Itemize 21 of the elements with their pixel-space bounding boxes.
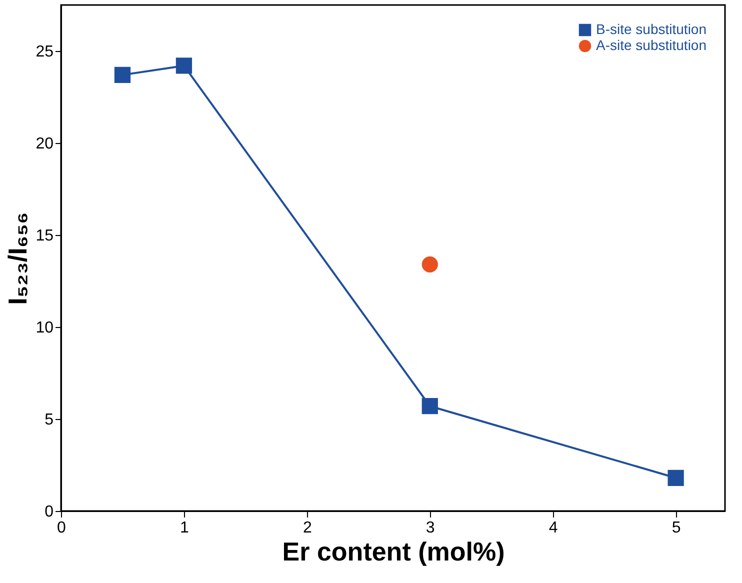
x-tick-label: 3	[426, 520, 435, 536]
x-tick-label: 0	[57, 520, 66, 536]
point	[176, 58, 192, 74]
y-tick-label: 20	[36, 136, 54, 152]
y-tick-label: 25	[36, 44, 54, 60]
y-tick-label: 5	[44, 412, 54, 428]
x-axis-title: Er content (mol%)	[282, 536, 505, 566]
x-tick-label: 2	[302, 520, 312, 536]
y-tick-label: 15	[36, 228, 54, 244]
legend-label: B-site substitution	[596, 21, 706, 37]
y-axis-title: I₅₂₃/I₆₅₆	[2, 212, 33, 305]
point	[422, 256, 438, 272]
y-tick-label: 10	[36, 320, 54, 336]
point	[668, 470, 684, 486]
legend-label: A-site substitution	[596, 37, 706, 53]
y-tick-label: 0	[44, 504, 54, 520]
x-tick-label: 1	[180, 520, 190, 536]
point	[114, 66, 131, 83]
x-tick-label: 4	[548, 520, 558, 536]
point	[422, 398, 438, 414]
x-tick-label: 5	[672, 520, 681, 536]
